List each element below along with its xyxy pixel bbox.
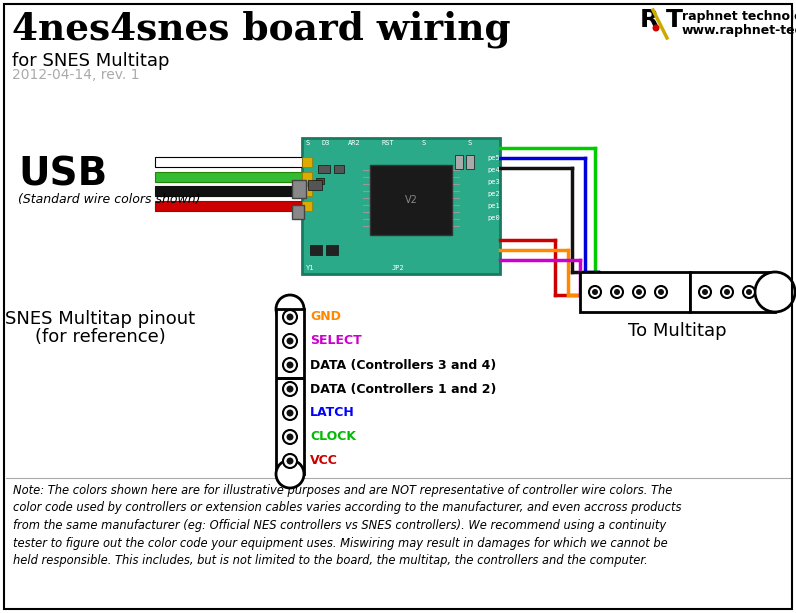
Text: 4nes4snes board wiring: 4nes4snes board wiring	[12, 10, 510, 47]
Text: pe0: pe0	[487, 215, 500, 221]
Circle shape	[746, 289, 752, 295]
Circle shape	[283, 334, 297, 348]
Text: To Multitap: To Multitap	[628, 322, 727, 340]
Circle shape	[283, 454, 297, 468]
Circle shape	[655, 286, 667, 298]
Text: for SNES Multitap: for SNES Multitap	[12, 52, 170, 70]
Circle shape	[287, 457, 294, 465]
Bar	[326, 245, 338, 255]
Text: raphnet technologies: raphnet technologies	[682, 10, 796, 23]
Text: pe3: pe3	[487, 179, 500, 185]
Text: (Standard wire colors shown): (Standard wire colors shown)	[18, 193, 201, 206]
Bar	[466, 155, 474, 169]
Circle shape	[743, 286, 755, 298]
Circle shape	[283, 406, 297, 420]
Text: VCC: VCC	[310, 454, 338, 468]
Circle shape	[658, 289, 664, 295]
Text: USB: USB	[18, 155, 107, 193]
Bar	[316, 178, 324, 184]
Bar	[302, 172, 312, 182]
Circle shape	[276, 460, 304, 488]
Circle shape	[724, 289, 730, 295]
Bar	[276, 309, 304, 474]
Circle shape	[283, 382, 297, 396]
Bar	[690, 272, 775, 312]
Circle shape	[755, 272, 795, 312]
Text: pe5: pe5	[487, 155, 500, 161]
Text: pe1: pe1	[487, 203, 500, 209]
Circle shape	[633, 286, 645, 298]
Text: Y1: Y1	[306, 265, 314, 271]
Bar	[155, 186, 302, 196]
Bar	[155, 201, 302, 211]
Text: R: R	[640, 8, 659, 32]
Bar	[292, 205, 304, 219]
Text: S: S	[422, 140, 426, 146]
Text: www.raphnet-tech.com: www.raphnet-tech.com	[682, 24, 796, 37]
Circle shape	[287, 433, 294, 441]
Text: RST: RST	[382, 140, 395, 146]
Text: pe4: pe4	[487, 167, 500, 173]
Circle shape	[283, 358, 297, 372]
Circle shape	[653, 25, 660, 31]
Bar	[334, 165, 344, 173]
Text: SNES Multitap pinout: SNES Multitap pinout	[5, 310, 195, 328]
Circle shape	[283, 310, 297, 324]
Text: JP2: JP2	[392, 265, 404, 271]
Circle shape	[287, 362, 294, 368]
Bar	[155, 172, 302, 182]
Bar	[308, 180, 322, 190]
Circle shape	[276, 295, 304, 323]
Text: S: S	[468, 140, 472, 146]
Bar	[580, 272, 690, 312]
Text: SELECT: SELECT	[310, 335, 361, 348]
Text: DATA (Controllers 1 and 2): DATA (Controllers 1 and 2)	[310, 383, 497, 395]
Text: (for reference): (for reference)	[34, 328, 166, 346]
Circle shape	[721, 286, 733, 298]
Bar	[276, 377, 304, 380]
Text: Note: The colors shown here are for illustrative purposes and are NOT representa: Note: The colors shown here are for illu…	[13, 484, 681, 567]
Circle shape	[702, 289, 708, 295]
Bar	[292, 180, 306, 198]
Bar	[302, 186, 312, 196]
Text: V2: V2	[404, 195, 417, 205]
Text: pe2: pe2	[487, 191, 500, 197]
Bar	[455, 155, 463, 169]
Text: 2012-04-14, rev. 1: 2012-04-14, rev. 1	[12, 68, 139, 82]
Text: DATA (Controllers 3 and 4): DATA (Controllers 3 and 4)	[310, 359, 496, 371]
Circle shape	[287, 386, 294, 392]
Bar	[302, 201, 312, 211]
Circle shape	[287, 409, 294, 416]
Circle shape	[614, 289, 620, 295]
Bar	[370, 165, 452, 235]
Circle shape	[283, 430, 297, 444]
Bar	[310, 245, 322, 255]
Text: CLOCK: CLOCK	[310, 430, 356, 443]
Text: S: S	[306, 140, 310, 146]
Circle shape	[611, 286, 623, 298]
Circle shape	[287, 338, 294, 345]
Bar	[318, 165, 330, 173]
Text: AR2: AR2	[348, 140, 361, 146]
Circle shape	[592, 289, 598, 295]
Bar	[302, 157, 312, 167]
Circle shape	[636, 289, 642, 295]
Text: T: T	[666, 8, 683, 32]
Bar	[302, 138, 500, 274]
Bar	[155, 157, 302, 167]
Text: LATCH: LATCH	[310, 406, 355, 419]
Circle shape	[287, 313, 294, 321]
Text: GND: GND	[310, 311, 341, 324]
Circle shape	[589, 286, 601, 298]
Circle shape	[699, 286, 711, 298]
Text: D3: D3	[322, 140, 330, 146]
